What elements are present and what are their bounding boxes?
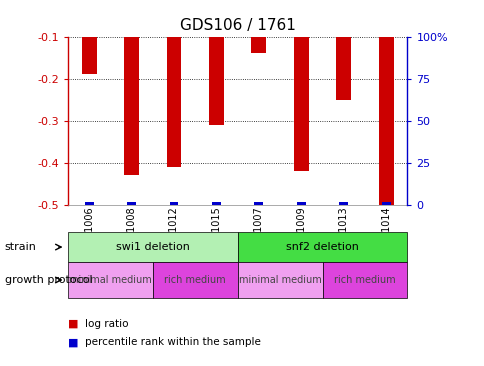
Bar [381,202,390,207]
Title: GDS106 / 1761: GDS106 / 1761 [180,18,295,33]
Bar [212,202,220,207]
Text: rich medium: rich medium [164,275,226,285]
Bar [378,37,393,205]
Bar [209,37,224,125]
Text: ■: ■ [68,319,78,329]
Bar [166,37,181,167]
Bar [251,37,266,53]
Bar [293,37,308,171]
Bar [124,37,139,176]
Text: percentile rank within the sample: percentile rank within the sample [85,337,260,347]
Text: minimal medium: minimal medium [238,275,321,285]
Text: ■: ■ [68,337,78,347]
Text: minimal medium: minimal medium [69,275,151,285]
Text: growth protocol: growth protocol [5,275,92,285]
Bar [339,202,348,207]
Text: strain: strain [5,242,37,252]
Bar [296,202,305,207]
Text: swi1 deletion: swi1 deletion [116,242,189,252]
Bar [85,202,93,207]
Bar [127,202,136,207]
Bar [254,202,263,207]
Bar [335,37,350,100]
Bar [169,202,178,207]
Text: snf2 deletion: snf2 deletion [286,242,358,252]
Text: log ratio: log ratio [85,319,128,329]
Text: rich medium: rich medium [333,275,395,285]
Bar [81,37,96,75]
